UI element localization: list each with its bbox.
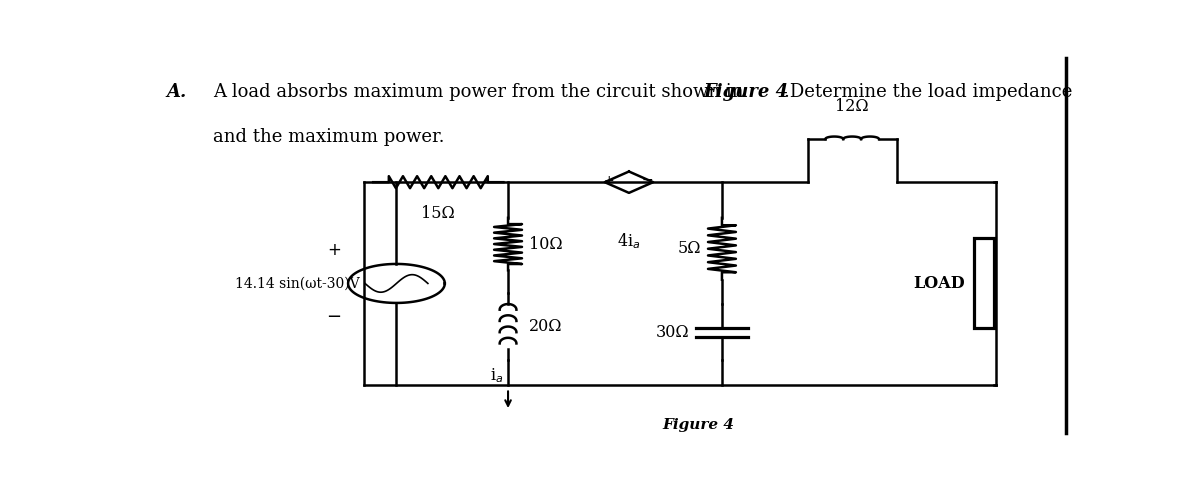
Text: Figure 4: Figure 4 [662, 418, 734, 432]
Bar [974, 239, 995, 328]
Text: .Determine the load impedance: .Determine the load impedance [785, 83, 1073, 101]
Text: LOAD: LOAD [913, 275, 965, 292]
Text: Figure 4: Figure 4 [703, 83, 788, 101]
Text: and the maximum power.: and the maximum power. [214, 128, 445, 146]
Text: 12Ω: 12Ω [835, 98, 869, 114]
Text: i$_a$: i$_a$ [490, 366, 504, 385]
Text: A load absorbs maximum power from the circuit shown in: A load absorbs maximum power from the ci… [214, 83, 750, 101]
Text: 30Ω: 30Ω [655, 324, 689, 341]
Text: +: + [604, 174, 614, 187]
Text: 4i$_a$: 4i$_a$ [617, 231, 641, 251]
Text: 15Ω: 15Ω [421, 205, 455, 222]
Text: A.: A. [167, 83, 187, 101]
Text: 14.14 sin(ωt-30)V: 14.14 sin(ωt-30)V [235, 277, 359, 290]
Text: 5Ω: 5Ω [678, 240, 702, 257]
Text: −: − [326, 308, 342, 326]
Text: 20Ω: 20Ω [528, 318, 562, 335]
Text: −: − [642, 173, 653, 187]
Text: 10Ω: 10Ω [528, 236, 562, 253]
Text: +: + [328, 241, 341, 259]
